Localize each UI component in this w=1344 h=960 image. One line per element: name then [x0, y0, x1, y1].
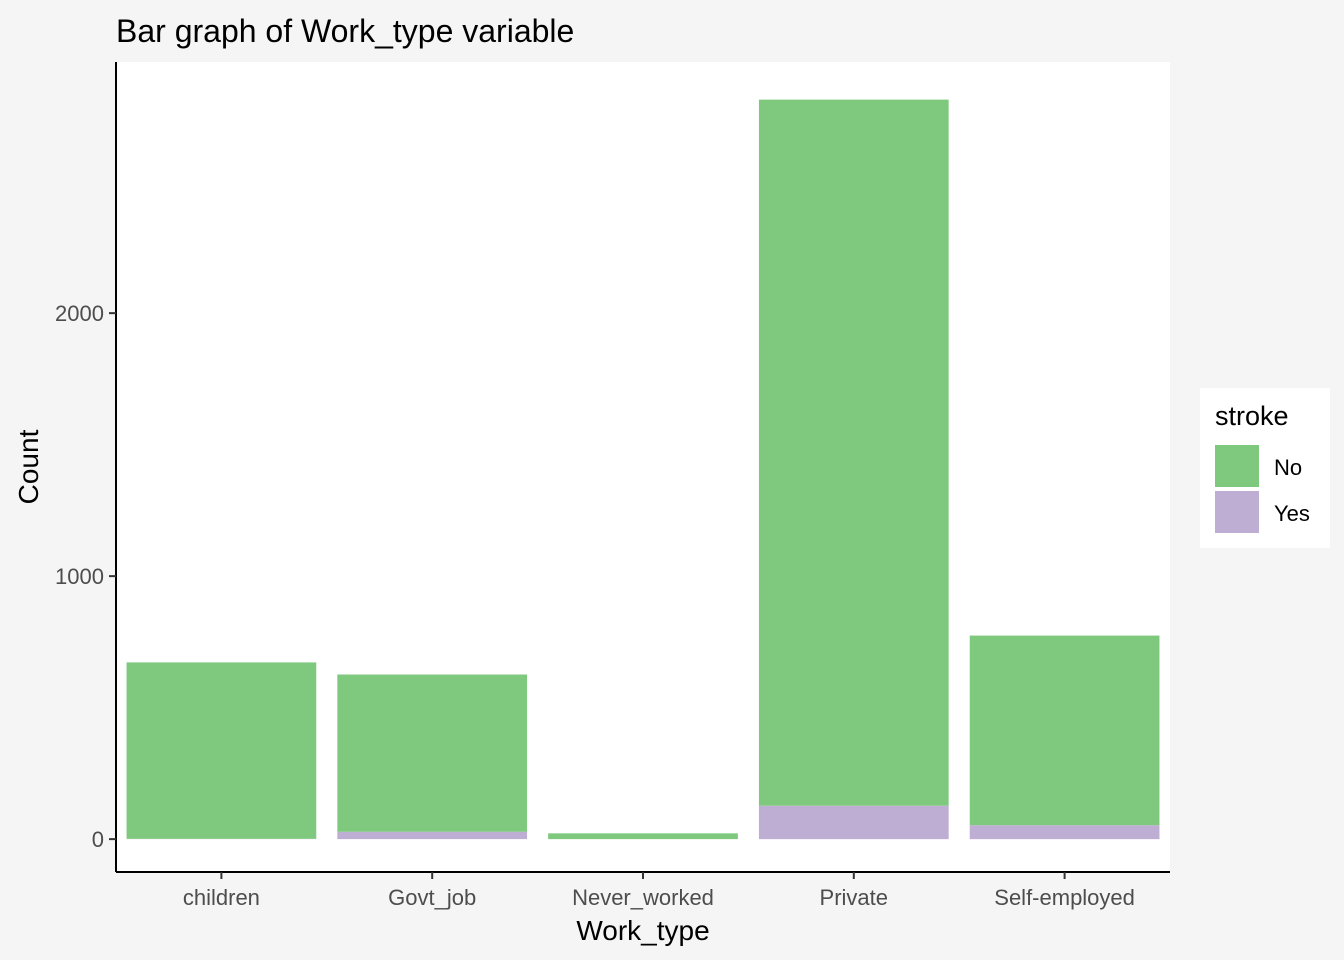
x-tick-label: children: [183, 885, 260, 910]
y-tick-label: 2000: [55, 301, 104, 326]
bar-never-worked-no: [548, 833, 738, 840]
bar-private-yes: [758, 805, 949, 840]
bar-children-no: [126, 662, 317, 839]
legend-label-yes: Yes: [1274, 501, 1310, 526]
y-tick-label: 1000: [55, 564, 104, 589]
chart-title: Bar graph of Work_type variable: [116, 13, 574, 49]
bar-private-no: [758, 99, 949, 806]
legend-title: stroke: [1215, 401, 1289, 431]
y-ticks-layer: 0 1000 2000: [55, 301, 116, 852]
bar-govt-job-no: [337, 674, 528, 832]
x-tick-label: Never_worked: [572, 885, 714, 910]
y-axis-title: Count: [13, 429, 44, 504]
x-tick-label: Self-employed: [994, 885, 1135, 910]
legend: stroke No Yes: [1200, 388, 1330, 548]
x-tick-label: Private: [820, 885, 888, 910]
x-axis-title: Work_type: [576, 915, 709, 946]
x-ticks-layer: children Govt_job Never_worked Private Self-…: [183, 872, 1135, 910]
y-tick-label: 0: [92, 827, 104, 852]
x-tick-label: Govt_job: [388, 885, 476, 910]
bars-layer: [126, 99, 1160, 840]
bar-self-employed-yes: [969, 825, 1160, 840]
legend-key-no: [1215, 445, 1259, 487]
bar-self-employed-no: [969, 635, 1160, 826]
legend-key-yes: [1215, 491, 1259, 533]
bar-govt-job-yes: [337, 831, 528, 840]
legend-label-no: No: [1274, 455, 1302, 480]
